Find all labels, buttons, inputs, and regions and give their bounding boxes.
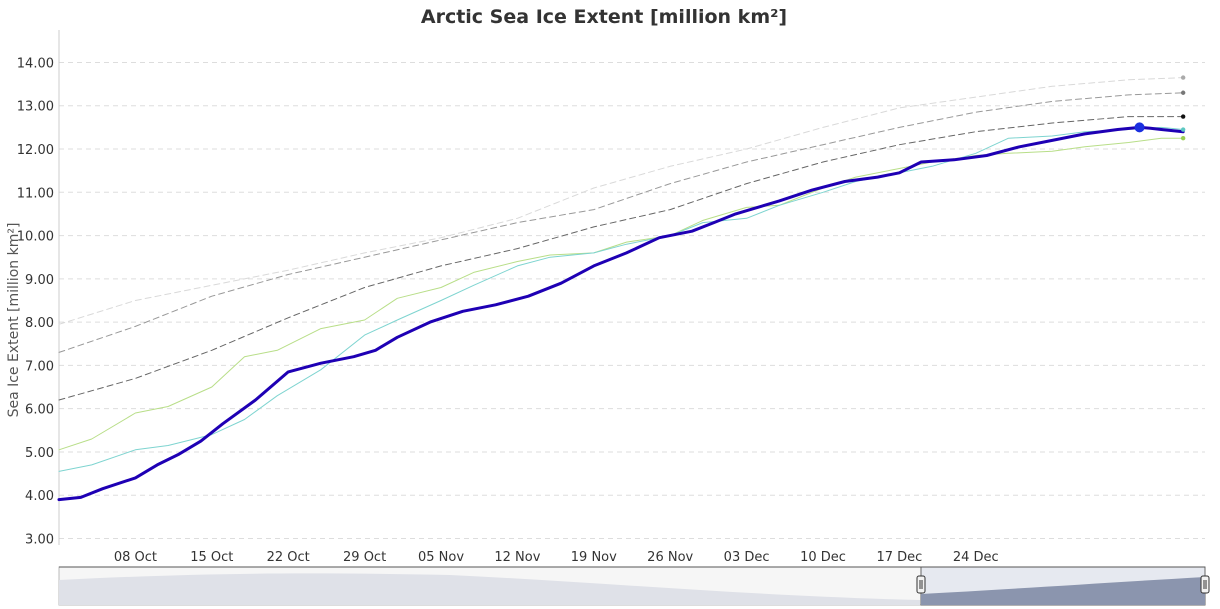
x-tick-label: 05 Nov (418, 550, 464, 565)
x-tick-label: 19 Nov (571, 550, 617, 565)
y-tick-label: 9.00 (25, 273, 54, 288)
x-tick-label: 03 Dec (724, 550, 770, 565)
series-endpoints (1134, 75, 1186, 141)
y-tick-label: 6.00 (25, 403, 54, 418)
series-end-marker (1180, 75, 1186, 80)
x-axis-ticks: 08 Oct 15 Oct 22 Oct 29 Oct 05 Nov 12 Nov 19 N… (114, 550, 999, 565)
series-line-1 (58, 77, 1184, 325)
navigator-series-area (59, 573, 920, 605)
series-line-3 (58, 116, 1184, 401)
series-line-4 (58, 137, 1184, 451)
gridlines (59, 61, 1205, 540)
series-group (57, 77, 1185, 502)
series-end-marker (1180, 135, 1186, 141)
series-end-marker (1180, 127, 1186, 132)
y-tick-label: 7.00 (25, 359, 54, 374)
y-tick-label: 4.00 (25, 489, 54, 504)
series-end-marker (1180, 90, 1186, 95)
y-axis-label: Sea Ice Extent [million km²] (6, 223, 22, 418)
x-tick-label: 10 Dec (800, 550, 846, 565)
series-line-5 (58, 126, 1184, 472)
series-line-2 (58, 92, 1184, 353)
x-tick-label: 17 Dec (876, 550, 922, 565)
y-tick-label: 11.00 (17, 186, 54, 201)
y-tick-label: 5.00 (25, 446, 54, 461)
x-tick-label: 15 Oct (190, 550, 233, 565)
y-tick-label: 10.00 (17, 230, 54, 245)
y-axis-ticks: 3.00 4.00 5.00 6.00 7.00 8.00 9.00 10.00 11.00 12… (17, 56, 54, 547)
navigator[interactable] (58, 566, 1210, 606)
x-tick-label: 22 Oct (267, 550, 310, 565)
x-tick-label: 29 Oct (343, 550, 386, 565)
navigator-left-handle[interactable] (916, 575, 926, 594)
y-tick-label: 14.00 (17, 56, 54, 71)
x-tick-label: 12 Nov (494, 550, 540, 565)
series-line-6 (57, 125, 1185, 502)
x-tick-label: 26 Nov (647, 550, 693, 565)
navigator-selected-series-area (921, 577, 1205, 605)
x-tick-label: 08 Oct (114, 550, 157, 565)
y-tick-label: 8.00 (25, 316, 54, 331)
current-value-marker[interactable] (1134, 122, 1145, 133)
chart-title: Arctic Sea Ice Extent [million km²] (421, 6, 787, 28)
navigator-right-handle[interactable] (1200, 575, 1210, 594)
series-end-marker (1180, 114, 1186, 119)
y-tick-label: 12.00 (17, 143, 54, 158)
y-tick-label: 3.00 (25, 533, 54, 548)
y-tick-label: 13.00 (17, 100, 54, 115)
x-tick-label: 24 Dec (953, 550, 999, 565)
